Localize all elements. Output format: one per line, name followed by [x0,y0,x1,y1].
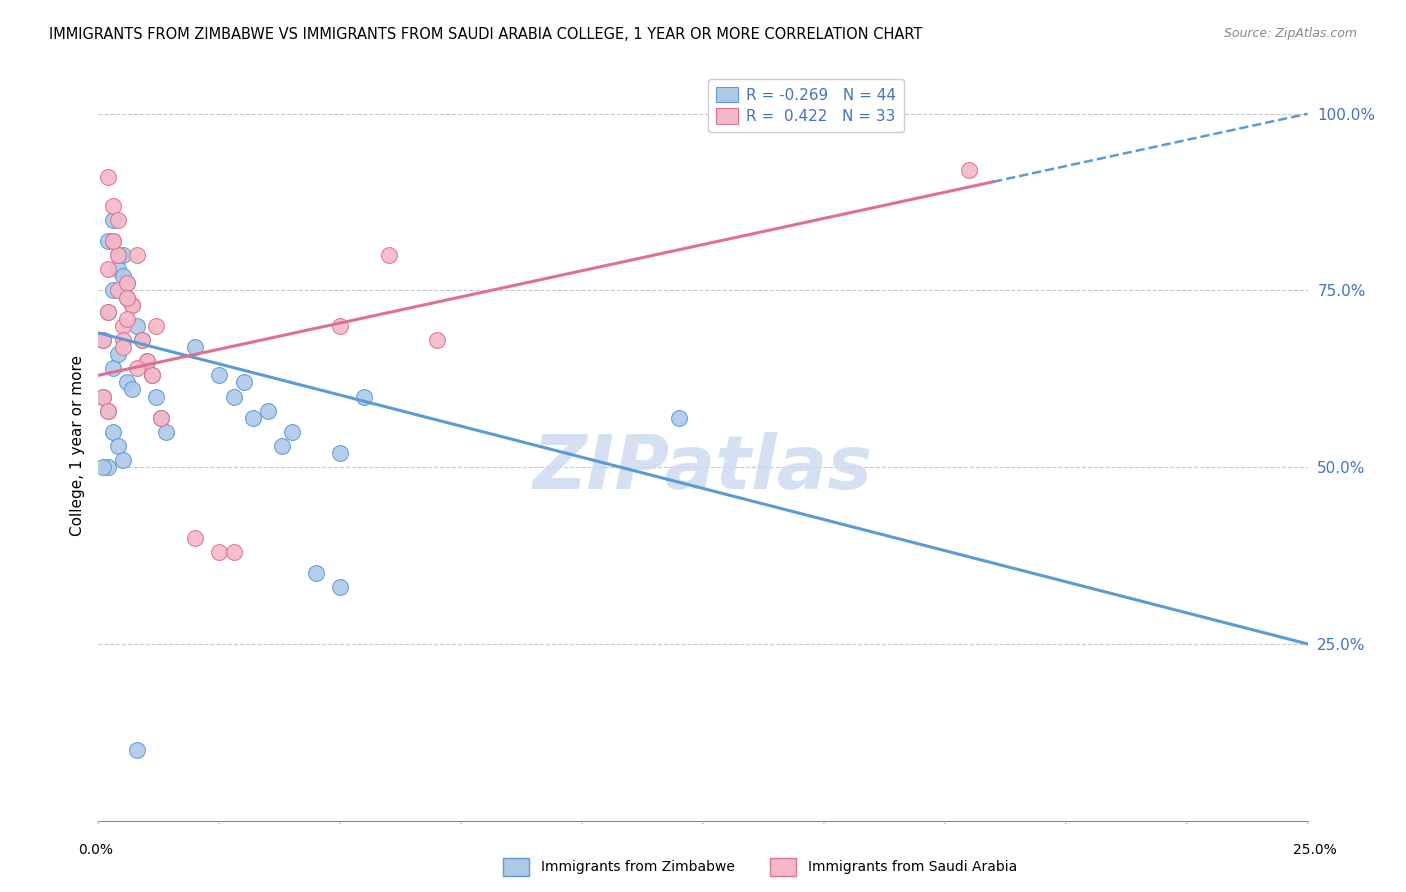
Point [97,460,120,475]
Point [101,199,124,213]
Point [242,410,264,425]
Point [426,333,449,347]
Point [329,318,352,333]
Point [107,347,129,361]
Point [101,425,124,439]
Point [91,390,114,404]
Point [111,453,134,467]
Point [329,580,352,594]
Point [97,304,120,318]
Point [107,439,129,453]
Point [271,439,294,453]
Point [91,390,114,404]
Text: Immigrants from Zimbabwe: Immigrants from Zimbabwe [541,860,735,874]
Text: Immigrants from Saudi Arabia: Immigrants from Saudi Arabia [808,860,1018,874]
Point [97,304,120,318]
Point [222,545,245,559]
Text: Source: ZipAtlas.com: Source: ZipAtlas.com [1223,27,1357,40]
Point [111,318,134,333]
Point [91,460,114,475]
Point [91,333,114,347]
Text: 0.0%: 0.0% [79,843,112,857]
Point [97,234,120,248]
Point [97,170,120,185]
Point [127,248,149,262]
Point [668,410,690,425]
Point [131,333,153,347]
Point [184,531,207,545]
Point [232,376,254,390]
Point [107,212,129,227]
Point [131,333,153,347]
Point [127,743,149,757]
Point [121,383,143,397]
Point [107,284,129,298]
Point [145,390,167,404]
Point [107,248,129,262]
Point [117,291,139,305]
Point [135,354,157,368]
Point [329,446,352,460]
Y-axis label: College, 1 year or more: College, 1 year or more [69,356,84,536]
Text: 25.0%: 25.0% [1292,843,1337,857]
Point [145,318,167,333]
Point [111,269,134,284]
Point [184,340,207,354]
Point [107,262,129,277]
Point [117,277,139,291]
Point [256,403,278,417]
Point [91,333,114,347]
Point [107,248,129,262]
Point [117,376,139,390]
Point [97,403,120,417]
Point [111,333,134,347]
Point [111,340,134,354]
Point [101,212,124,227]
Point [127,361,149,376]
Legend: R = -0.269   N = 44, R =  0.422   N = 33: R = -0.269 N = 44, R = 0.422 N = 33 [707,79,904,132]
Point [208,545,231,559]
Point [150,410,173,425]
Point [121,298,143,312]
Point [353,390,375,404]
Point [117,277,139,291]
Point [97,262,120,277]
Text: IMMIGRANTS FROM ZIMBABWE VS IMMIGRANTS FROM SAUDI ARABIA COLLEGE, 1 YEAR OR MORE: IMMIGRANTS FROM ZIMBABWE VS IMMIGRANTS F… [49,27,922,42]
Point [97,403,120,417]
Point [305,566,328,581]
Point [957,163,980,178]
Point [127,318,149,333]
Point [111,248,134,262]
Point [222,390,245,404]
Point [117,311,139,326]
Point [150,410,173,425]
Point [117,291,139,305]
Point [208,368,231,383]
Point [377,248,399,262]
Point [155,425,177,439]
Point [101,234,124,248]
Point [121,298,143,312]
Point [281,425,304,439]
Point [141,368,163,383]
Point [101,284,124,298]
Point [141,368,163,383]
Point [135,354,157,368]
Point [101,234,124,248]
Point [101,361,124,376]
Text: ZIPatlas: ZIPatlas [533,432,873,505]
